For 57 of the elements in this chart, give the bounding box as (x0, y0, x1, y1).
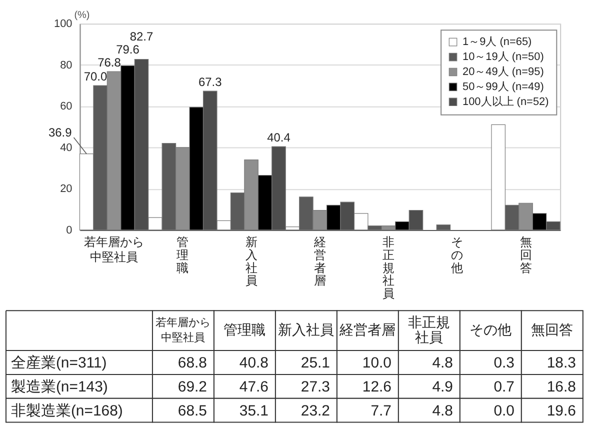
data-label: 4.8 (432, 402, 453, 420)
y-tick-label: 80 (60, 59, 72, 72)
data-label: 67.3 (198, 75, 222, 90)
data-label: 7.7 (370, 402, 392, 420)
x-tick-label: 経営者層 (312, 234, 326, 288)
data-label: 12.6 (362, 378, 392, 396)
y-tick-label: 60 (60, 100, 72, 113)
x-tick-label: 非正規社員 (408, 314, 450, 346)
x-tick-label: その他 (470, 322, 512, 338)
data-label: 23.2 (300, 402, 330, 420)
data-label: 68.8 (178, 354, 207, 372)
data-label: 4.9 (432, 378, 453, 396)
x-tick-label: その他 (451, 234, 464, 275)
x-tick-label: 経営者層 (338, 322, 396, 338)
legend-label: 50～99人 (n=49) (462, 80, 544, 93)
data-label: 40.4 (267, 130, 291, 145)
y-tick-label: 100 (54, 18, 72, 30)
data-label: 70.0 (84, 70, 108, 84)
data-label: 25.1 (300, 354, 330, 372)
data-label: 18.3 (546, 354, 576, 372)
y-axis-title: (%) (74, 10, 90, 22)
y-tick-label: 40 (60, 142, 72, 154)
data-label: 0.3 (494, 354, 514, 372)
y-tick-label: 製造業(n=143) (10, 378, 108, 396)
x-tick-label: 管理職 (224, 322, 266, 338)
data-label: 82.7 (130, 30, 154, 44)
data-label: 47.6 (239, 378, 268, 396)
data-label: 27.3 (300, 378, 330, 396)
x-tick-label: 無回答 (520, 234, 532, 275)
x-tick-label: 非正規社員 (382, 234, 395, 301)
legend-label: 10～19人 (n=50) (462, 51, 544, 64)
x-tick-label: 管理職 (176, 234, 189, 275)
data-label: 19.6 (546, 402, 576, 420)
y-tick-label: 20 (60, 183, 72, 196)
data-label: 40.8 (239, 354, 268, 372)
data-label: 16.8 (546, 378, 576, 396)
x-tick-label: 若年層から中堅社員 (156, 316, 211, 344)
y-tick-label: 0 (66, 224, 72, 236)
data-label: 4.8 (432, 354, 453, 372)
data-label: 68.5 (178, 402, 207, 420)
x-tick-label: 若年層から中堅社員 (84, 234, 144, 264)
legend-label: 100人以上 (n=52) (462, 94, 549, 108)
data-label: 76.8 (98, 56, 122, 70)
data-label: 0.0 (494, 402, 514, 420)
x-tick-label: 新入社員 (245, 234, 258, 288)
data-label: 79.6 (116, 42, 140, 57)
x-tick-label: 無回答 (531, 322, 574, 338)
data-label: 10.0 (362, 354, 392, 372)
legend-label: 20～49人 (n=95) (462, 66, 544, 78)
y-tick-label: 非製造業(n=168) (10, 402, 123, 420)
legend-label: 1～9人 (n=65) (462, 36, 532, 48)
data-label: 0.7 (494, 378, 514, 396)
data-label: 36.9 (48, 125, 72, 140)
y-tick-label: 全産業(n=311) (10, 354, 107, 372)
x-tick-label: 新入社員 (278, 322, 334, 338)
data-label: 35.1 (239, 402, 268, 420)
data-label: 69.2 (178, 378, 207, 396)
